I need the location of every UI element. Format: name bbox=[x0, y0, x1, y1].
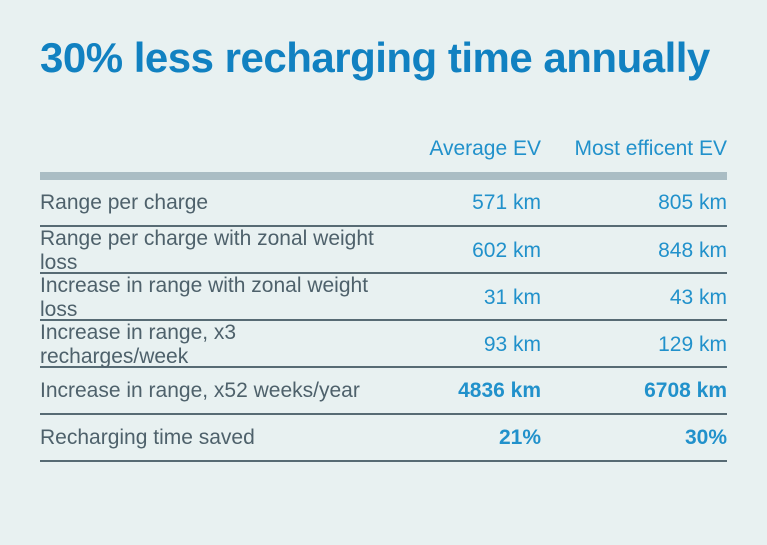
row-value-most-efficent-ev: 848 km bbox=[658, 239, 727, 263]
row-value-most-efficent-ev: 30% bbox=[684, 425, 727, 449]
column-header-most-efficent-ev: Most efficent EV bbox=[574, 137, 727, 161]
row-label: Recharging time saved bbox=[40, 425, 255, 449]
data-table: Average EV Most efficent EV Range per ch… bbox=[40, 137, 727, 463]
row-value-average-ev: 602 km bbox=[472, 239, 541, 263]
row-label: Increase in range, x3 recharges/week bbox=[40, 321, 237, 369]
row-label: Range per charge with zonal weight loss bbox=[40, 227, 374, 275]
table-row: Increase in range, x3 recharges/week 93 … bbox=[40, 321, 727, 369]
header-divider-bar bbox=[40, 172, 727, 181]
column-header-average-ev: Average EV bbox=[429, 137, 541, 161]
table-row: Recharging time saved 21% 30% bbox=[40, 415, 727, 463]
row-value-average-ev: 31 km bbox=[483, 286, 541, 310]
table-row: Increase in range with zonal weight loss… bbox=[40, 274, 727, 322]
infographic-page: 30% less recharging time annually Averag… bbox=[0, 34, 767, 545]
row-value-most-efficent-ev: 43 km bbox=[669, 286, 727, 310]
table-row: Range per charge with zonal weight loss … bbox=[40, 227, 727, 275]
page-title: 30% less recharging time annually bbox=[40, 34, 710, 81]
table-body: Range per charge 571 km 805 km Range per… bbox=[40, 180, 727, 463]
table-row: Range per charge 571 km 805 km bbox=[40, 180, 727, 228]
row-label: Range per charge bbox=[40, 190, 209, 214]
row-value-most-efficent-ev: 6708 km bbox=[644, 378, 727, 402]
row-value-average-ev: 21% bbox=[498, 425, 541, 449]
row-value-most-efficent-ev: 805 km bbox=[658, 190, 727, 214]
row-value-average-ev: 4836 km bbox=[458, 378, 541, 402]
table-header-row: Average EV Most efficent EV bbox=[40, 137, 727, 172]
row-value-average-ev: 571 km bbox=[472, 190, 541, 214]
table-row: Increase in range, x52 weeks/year 4836 k… bbox=[40, 368, 727, 416]
row-value-average-ev: 93 km bbox=[483, 333, 541, 357]
row-value-most-efficent-ev: 129 km bbox=[658, 333, 727, 357]
row-label: Increase in range with zonal weight loss bbox=[40, 274, 369, 322]
row-label: Increase in range, x52 weeks/year bbox=[40, 378, 360, 402]
